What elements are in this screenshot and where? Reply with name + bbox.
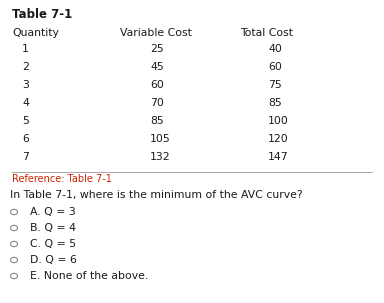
Text: 45: 45 [150,62,164,72]
Text: Total Cost: Total Cost [240,28,293,38]
Text: Quantity: Quantity [12,28,59,38]
Text: 105: 105 [150,134,171,144]
Text: 7: 7 [22,152,29,162]
Text: A. Q = 3: A. Q = 3 [30,207,76,217]
Text: Table 7-1: Table 7-1 [12,8,72,21]
Text: Reference: Table 7-1: Reference: Table 7-1 [12,174,112,184]
Text: 2: 2 [22,62,29,72]
Text: 75: 75 [268,80,282,90]
Text: In Table 7-1, where is the minimum of the AVC curve?: In Table 7-1, where is the minimum of th… [10,190,303,200]
Text: C. Q = 5: C. Q = 5 [30,239,76,249]
Text: Variable Cost: Variable Cost [120,28,192,38]
Text: 85: 85 [268,98,282,108]
Text: 85: 85 [150,116,164,126]
Text: 60: 60 [268,62,282,72]
Text: 100: 100 [268,116,289,126]
Text: 4: 4 [22,98,29,108]
Text: 3: 3 [22,80,29,90]
Text: E. None of the above.: E. None of the above. [30,271,148,281]
Text: 147: 147 [268,152,289,162]
Text: 1: 1 [22,44,29,54]
Text: D. Q = 6: D. Q = 6 [30,255,77,265]
Text: 60: 60 [150,80,164,90]
Text: 120: 120 [268,134,289,144]
Text: 132: 132 [150,152,170,162]
Text: 5: 5 [22,116,29,126]
Text: 6: 6 [22,134,29,144]
Text: B. Q = 4: B. Q = 4 [30,223,76,233]
Text: 70: 70 [150,98,164,108]
Text: 25: 25 [150,44,164,54]
Text: 40: 40 [268,44,282,54]
